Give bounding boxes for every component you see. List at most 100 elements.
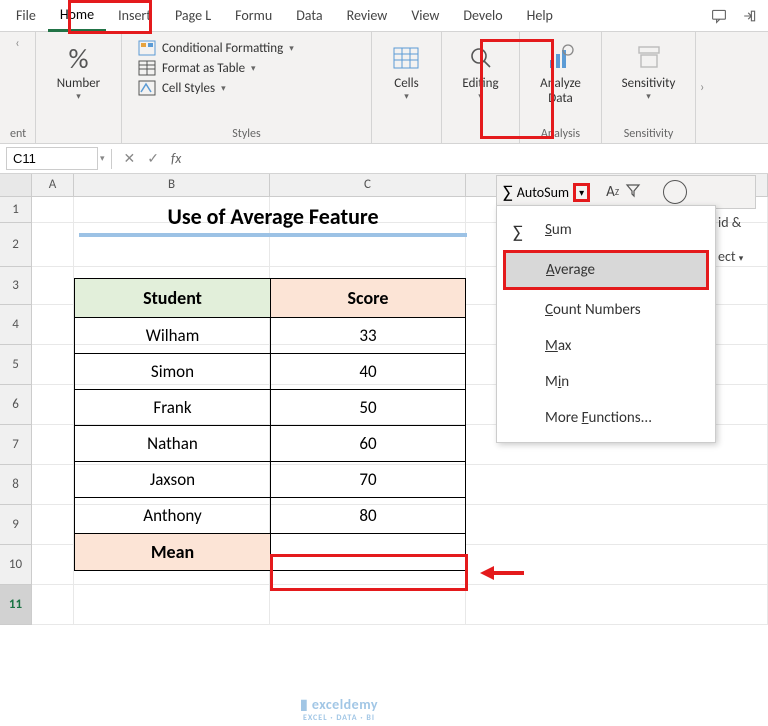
tab-view[interactable]: View bbox=[399, 1, 451, 30]
chevron-down-icon: ▾ bbox=[404, 91, 409, 102]
number-label: Number bbox=[57, 76, 100, 91]
analysis-group-label: Analysis bbox=[530, 125, 591, 141]
th-score: Score bbox=[271, 279, 466, 318]
cell-student[interactable]: Frank bbox=[75, 390, 271, 426]
data-table: Student Score Wilham33 Simon40 Frank50 N… bbox=[74, 278, 466, 571]
cell-student[interactable]: Jaxson bbox=[75, 462, 271, 498]
search-icon bbox=[467, 40, 495, 76]
tab-home[interactable]: Home bbox=[48, 0, 106, 32]
row-header-1[interactable]: 1 bbox=[0, 197, 32, 223]
tab-developer[interactable]: Develo bbox=[451, 1, 514, 30]
dd-max[interactable]: Max bbox=[497, 328, 715, 364]
cell-score[interactable]: 33 bbox=[271, 318, 466, 354]
find-select-icon[interactable] bbox=[663, 180, 687, 204]
analyze-icon bbox=[546, 40, 576, 76]
editing-label: Editing bbox=[462, 76, 498, 91]
tab-file[interactable]: File bbox=[4, 1, 48, 30]
cell-styles-label: Cell Styles bbox=[162, 81, 215, 96]
namebox-dropdown-icon[interactable]: ▾ bbox=[100, 153, 105, 164]
tab-insert[interactable]: Insert bbox=[106, 1, 163, 30]
tab-review[interactable]: Review bbox=[335, 1, 400, 30]
row-header-6[interactable]: 6 bbox=[0, 385, 32, 425]
watermark: ▮ exceldemy EXCEL · DATA · BI bbox=[300, 696, 378, 723]
cond-fmt-icon bbox=[138, 40, 156, 56]
autosum-label[interactable]: AutoSum bbox=[517, 184, 569, 201]
cell-student[interactable]: Simon bbox=[75, 354, 271, 390]
chevron-down-icon: ▾ bbox=[76, 91, 81, 102]
sensitivity-button[interactable]: Sensitivity ▾ bbox=[612, 36, 685, 106]
sensitivity-icon bbox=[635, 40, 663, 76]
filter-icon[interactable] bbox=[625, 182, 641, 202]
cells-button[interactable]: Cells ▾ bbox=[382, 36, 431, 106]
col-header-c[interactable]: C bbox=[270, 174, 466, 196]
tab-help[interactable]: Help bbox=[515, 1, 565, 30]
ribbon-tabs: File Home Insert Page L Formu Data Revie… bbox=[0, 0, 768, 32]
cell-score[interactable]: 60 bbox=[271, 426, 466, 462]
cancel-formula-icon[interactable]: ✕ bbox=[118, 150, 142, 167]
styles-group-label: Styles bbox=[132, 125, 361, 141]
sensitivity-label: Sensitivity bbox=[622, 76, 676, 91]
partial-text-1: id & bbox=[718, 214, 741, 231]
row-header-9[interactable]: 9 bbox=[0, 505, 32, 545]
dd-more-functions[interactable]: More Functions... bbox=[497, 400, 715, 436]
sensitivity-group-label: Sensitivity bbox=[612, 125, 685, 141]
chevron-down-icon: ▾ bbox=[478, 91, 483, 102]
ribbon-content: ‹ ent % Number ▾ Conditional Formatting … bbox=[0, 32, 768, 144]
fmt-table-label: Format as Table bbox=[162, 61, 245, 76]
analyze-data-button[interactable]: Analyze Data bbox=[530, 36, 591, 110]
row-header-4[interactable]: 4 bbox=[0, 305, 32, 345]
fx-icon[interactable]: fx bbox=[165, 150, 187, 167]
autosum-dropdown-icon[interactable]: ▾ bbox=[573, 183, 590, 202]
th-student: Student bbox=[75, 279, 271, 318]
sigma-icon: ∑ bbox=[503, 181, 513, 203]
cell-mean-label[interactable]: Mean bbox=[75, 534, 271, 571]
number-format-button[interactable]: % Number ▾ bbox=[46, 36, 111, 106]
row-header-8[interactable]: 8 bbox=[0, 465, 32, 505]
select-all-corner[interactable] bbox=[0, 174, 32, 196]
partial-text-2: ect ▾ bbox=[718, 248, 743, 265]
format-as-table-button[interactable]: Format as Table ▾ bbox=[138, 60, 355, 76]
tab-formulas[interactable]: Formu bbox=[223, 1, 284, 30]
sheet-title: Use of Average Feature bbox=[79, 203, 467, 237]
autosum-bar: ∑ AutoSum ▾ AZ bbox=[496, 175, 756, 209]
editing-button[interactable]: Editing ▾ bbox=[452, 36, 509, 106]
conditional-formatting-button[interactable]: Conditional Formatting ▾ bbox=[138, 40, 355, 56]
col-header-a[interactable]: A bbox=[32, 174, 74, 196]
scroll-right-icon[interactable]: › bbox=[696, 80, 708, 95]
sort-filter-icon[interactable]: AZ bbox=[606, 183, 619, 201]
format-table-icon bbox=[138, 60, 156, 76]
tab-page-layout[interactable]: Page L bbox=[163, 1, 223, 30]
arrow-to-mean-cell bbox=[480, 566, 524, 580]
cells-label: Cells bbox=[394, 76, 418, 91]
dd-min[interactable]: Min bbox=[497, 364, 715, 400]
enter-formula-icon[interactable]: ✓ bbox=[141, 150, 165, 167]
row-header-3[interactable]: 3 bbox=[0, 267, 32, 305]
row-header-11[interactable]: 11 bbox=[0, 585, 32, 625]
dd-count[interactable]: Count Numbers bbox=[497, 292, 715, 328]
dd-average[interactable]: Average bbox=[503, 250, 709, 290]
comments-icon[interactable] bbox=[708, 5, 730, 27]
cell-styles-button[interactable]: Cell Styles ▾ bbox=[138, 80, 355, 96]
cell-student[interactable]: Wilham bbox=[75, 318, 271, 354]
share-icon[interactable] bbox=[738, 5, 760, 27]
cell-score[interactable]: 50 bbox=[271, 390, 466, 426]
tab-data[interactable]: Data bbox=[284, 1, 334, 30]
cell-student[interactable]: Nathan bbox=[75, 426, 271, 462]
cell-mean-value[interactable] bbox=[271, 534, 466, 571]
chevron-down-icon: ▾ bbox=[646, 91, 651, 102]
cell-score[interactable]: 40 bbox=[271, 354, 466, 390]
formula-bar: ▾ ✕ ✓ fx bbox=[0, 144, 768, 174]
cell-score[interactable]: 70 bbox=[271, 462, 466, 498]
analyze-label: Analyze Data bbox=[540, 76, 581, 106]
clipboard-partial: ent bbox=[10, 125, 25, 141]
name-box[interactable] bbox=[6, 147, 98, 170]
row-header-10[interactable]: 10 bbox=[0, 545, 32, 585]
row-header-2[interactable]: 2 bbox=[0, 223, 32, 267]
cell-score[interactable]: 80 bbox=[271, 498, 466, 534]
row-header-7[interactable]: 7 bbox=[0, 425, 32, 465]
scroll-left-icon[interactable]: ‹ bbox=[11, 36, 23, 51]
cell-student[interactable]: Anthony bbox=[75, 498, 271, 534]
col-header-b[interactable]: B bbox=[74, 174, 270, 196]
dd-sum[interactable]: Sum bbox=[497, 212, 715, 248]
row-header-5[interactable]: 5 bbox=[0, 345, 32, 385]
